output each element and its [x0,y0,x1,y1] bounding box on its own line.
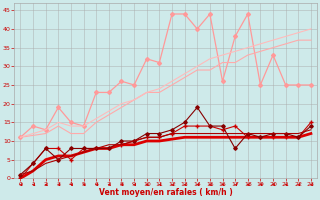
X-axis label: Vent moyen/en rafales ( km/h ): Vent moyen/en rafales ( km/h ) [99,188,233,197]
